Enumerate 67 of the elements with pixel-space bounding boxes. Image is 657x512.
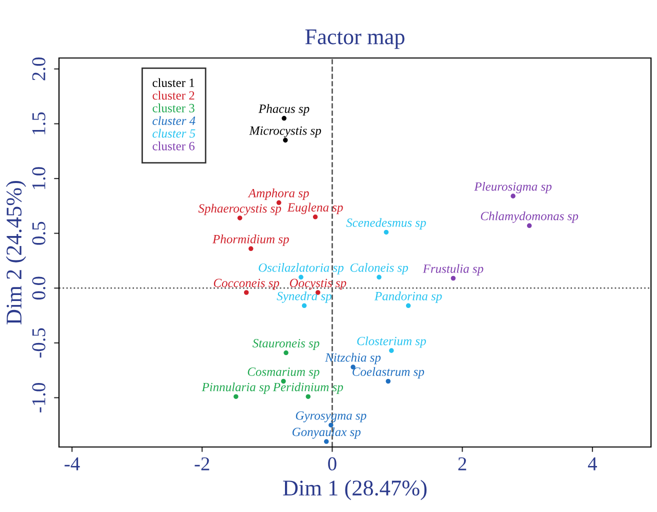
y-tick-label: 2.0: [32, 58, 46, 80]
data-label: Scenedesmus sp: [346, 218, 426, 230]
data-label: Pinnularia sp: [202, 382, 270, 394]
point: [234, 394, 238, 399]
point: [376, 274, 382, 280]
data-label: Gyrosygma sp: [296, 411, 366, 422]
data-label: Oscilazlatoria sp: [258, 263, 344, 274]
x-tick-label: 4: [588, 457, 598, 470]
data-label: Euglena sp: [287, 202, 343, 214]
data-label: Sphaerocystis sp: [198, 204, 282, 216]
data-label: Microcystis sp: [249, 126, 322, 138]
data-label: Closterium sp: [357, 336, 426, 348]
x-tick-label: -4: [64, 457, 80, 470]
text: cluster 2: [152, 90, 194, 100]
y-tick-label: 0.5: [32, 222, 46, 245]
data-label: Frustulia sp: [422, 264, 484, 276]
y-tick-label: 0.0: [32, 276, 46, 300]
data-label: Pleurosigma sp: [474, 182, 552, 194]
text: cluster 6: [152, 142, 195, 150]
point: [248, 246, 254, 252]
y-tick-label: -1.0: [32, 383, 46, 412]
point: [276, 200, 282, 206]
point: [282, 138, 288, 143]
y-tick-label: -0.5: [32, 328, 46, 358]
text: cluster 3: [152, 104, 194, 112]
data-label: Nitzchia sp: [325, 352, 381, 364]
point: [284, 350, 288, 356]
point: [306, 394, 311, 399]
x-tick-label: 2: [458, 457, 466, 470]
chart-title: Factor map: [305, 30, 404, 49]
text: cluster 5: [152, 128, 196, 138]
point: [302, 303, 307, 308]
y-tick-label: 1.5: [32, 112, 46, 134]
point: [406, 303, 411, 308]
data-label: Cosmarium sp: [248, 368, 320, 378]
x-tick-label: -2: [194, 457, 210, 470]
data-label: Phacus sp: [258, 104, 310, 116]
y-axis-title: Dim 2 (24.45%): [6, 180, 26, 324]
point: [237, 216, 242, 220]
point: [328, 422, 334, 428]
point: [386, 378, 391, 384]
data-label: Cocconeis sp: [214, 278, 280, 290]
text: cluster 1: [152, 78, 194, 88]
data-label: Peridinium sp: [272, 382, 344, 394]
point: [282, 116, 286, 121]
data-label: Gonyaulax sp: [292, 427, 361, 439]
x-axis-title: Dim 1 (28.47%): [283, 480, 427, 500]
data-label: Stauroneis sp: [252, 339, 320, 350]
point: [384, 230, 389, 235]
y-tick-label: 1.0: [32, 167, 46, 189]
data-label: Amphora sp: [248, 188, 309, 200]
data-label: Caloneis sp: [350, 263, 408, 274]
point: [244, 290, 249, 295]
data-label: Phormidium sp: [212, 234, 289, 246]
text: cluster 4: [152, 116, 196, 126]
point: [526, 223, 532, 228]
point: [324, 439, 329, 444]
point: [389, 348, 394, 353]
x-tick-label: 0: [328, 457, 336, 470]
data-label: Coelastrum sp: [352, 367, 424, 378]
point: [312, 214, 318, 220]
data-label: Pandorina sp: [374, 292, 442, 303]
data-label: Synedra sp: [276, 291, 332, 303]
point: [450, 276, 456, 281]
data-label: Chlamydomonas sp: [480, 212, 578, 223]
data-label: Oocystis sp: [290, 278, 346, 290]
point: [510, 194, 516, 198]
